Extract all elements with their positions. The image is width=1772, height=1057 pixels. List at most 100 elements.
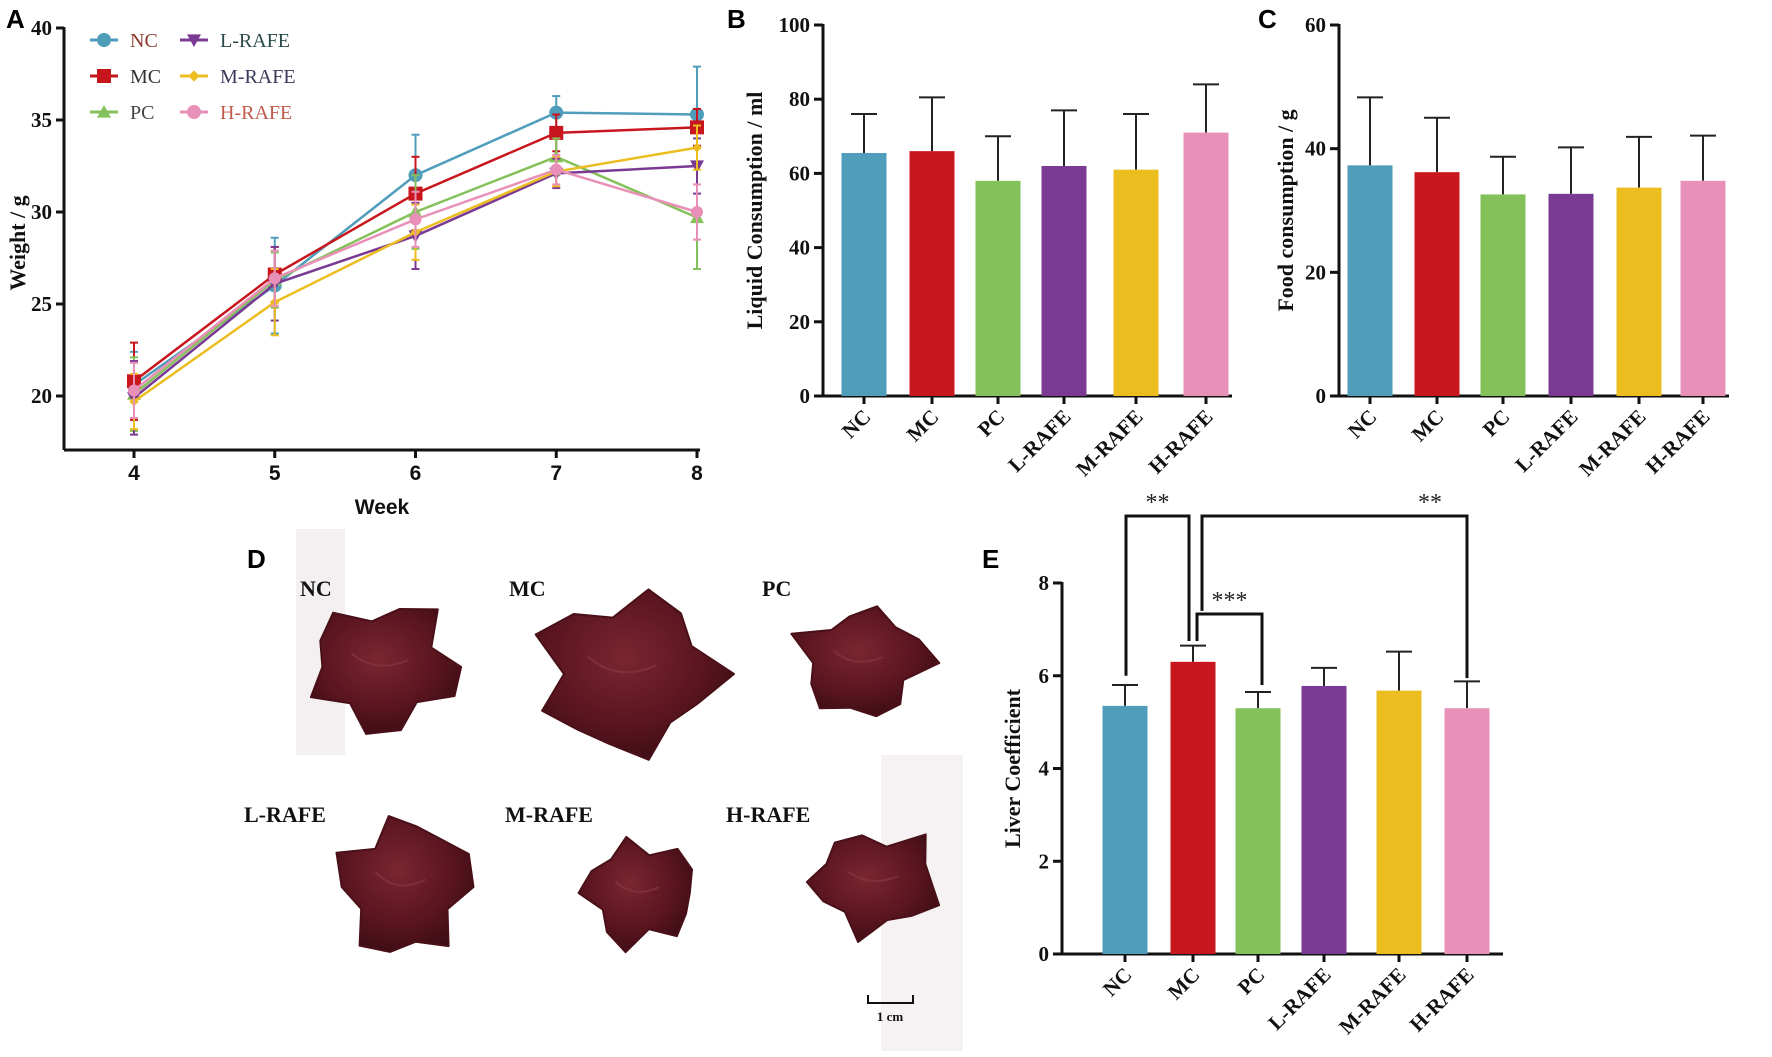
significance-bracket: ** [1124,490,1191,676]
data-point [268,272,281,285]
y-tick-label: 80 [789,87,810,111]
x-tick-label: NC [1098,963,1136,1001]
series-h-rafe [128,153,703,420]
y-tick-label: 60 [1305,13,1326,37]
bar-l-rafe [1548,146,1594,396]
liver-lobe-line [587,655,657,674]
bracket-line [1200,514,1469,679]
x-tick-label: NC [837,405,875,443]
legend-item: H-RAFE [180,102,292,124]
data-point [691,206,703,218]
y-tick-label: 6 [1039,664,1050,688]
y-tick-label: 40 [1305,137,1326,161]
panel-label-e: E [982,544,999,574]
y-tick-label: 40 [31,16,52,40]
panel-d-liver-photos: D NC MC PC L-RAFE M-RAFE H-RAFE 1 cm [244,529,963,1051]
liver-photo [577,835,693,954]
legend-item: L-RAFE [180,30,290,52]
photo-label: L-RAFE [244,802,326,827]
bar [1102,705,1148,954]
panel-e-bar-chart: E 0 2 4 6 8 Liver Coefficient NC MC PCL-RAFEM-RAF… [982,490,1503,1039]
bar-mc [1414,116,1460,396]
series-pc [127,137,704,432]
legend-item: M-RAFE [180,66,296,88]
significance-stars: *** [1212,588,1248,614]
significance-bracket: ** [1200,490,1469,679]
bar [1444,708,1490,954]
photo-label: H-RAFE [726,802,810,827]
bar [975,180,1021,396]
x-tick-label: 6 [410,462,422,485]
y-tick-label: 30 [31,200,52,224]
photo-label: NC [300,576,332,601]
photo-label: M-RAFE [505,802,593,827]
x-tick-label: MC [1407,405,1449,447]
bar [1041,165,1087,396]
y-tick-label: 60 [789,161,810,185]
bar [1183,132,1229,396]
significance-bracket: *** [1195,588,1264,686]
bar [1548,193,1594,396]
bar-h-rafe [1680,134,1726,396]
liver-photo [805,833,941,943]
liver-lobe-line [350,652,409,667]
liver-lobe-line [833,650,884,663]
panel-b-bar-chart: B 0 20 40 60 80 100 Liquid Consumption / ml NC MC… [727,4,1232,481]
bar [1113,169,1159,396]
bar-nc [1347,96,1393,396]
x-tick-label: 5 [269,462,281,485]
x-axis-title: Week [355,496,410,519]
bar [909,151,955,396]
x-tick-label: 8 [691,462,703,485]
liver-lobe-line [846,870,898,882]
bar [841,152,887,396]
legend-marker [187,105,201,119]
bar-nc [1102,684,1148,954]
bar-m-rafe [1616,135,1662,396]
x-tick-label: L-RAFE [1263,963,1335,1035]
x-tick-label: L-RAFE [1510,405,1582,477]
y-tick-label: 25 [31,292,52,316]
x-tick-label: L-RAFE [1003,405,1075,477]
data-point [692,142,702,153]
panel-label-c: C [1258,4,1277,34]
y-tick-label: 20 [789,310,810,334]
x-tick-label: M-RAFE [1574,405,1650,481]
significance-stars: ** [1418,490,1442,516]
legend-item: MC [90,66,161,88]
y-tick-label: 20 [31,384,52,408]
x-tick-label: H-RAFE [1405,963,1479,1037]
bar-l-rafe [1301,666,1347,954]
liver-shape [309,608,463,735]
x-tick-label: PC [1478,405,1515,442]
data-point [549,125,564,140]
bar-mc [1170,644,1216,954]
legend-label: MC [130,66,161,88]
legend-item: PC [90,102,154,124]
bracket-line [1124,514,1191,676]
liver-shape [335,815,475,953]
data-point [409,213,422,226]
data-point [550,163,563,176]
x-tick-label: H-RAFE [1641,405,1715,479]
bar [1170,661,1216,954]
y-tick-label: 0 [800,384,811,408]
legend-marker [187,34,201,47]
bar-pc [1480,155,1526,396]
data-point [128,384,140,397]
x-tick-label: H-RAFE [1144,405,1218,479]
bar-h-rafe [1183,83,1229,396]
liver-lobe-line [374,871,427,887]
scale-bar-label: 1 cm [877,1009,904,1024]
bar [1414,172,1460,396]
legend-label: H-RAFE [220,102,292,124]
legend-marker [188,70,200,82]
x-tick-label: 4 [128,462,140,485]
bar [1235,708,1281,954]
legend: NC MC PC L-RAFE M-RAFE H-RAFE [90,30,296,124]
x-tick-label: PC [973,405,1010,442]
scale-bar: 1 cm [867,995,914,1024]
